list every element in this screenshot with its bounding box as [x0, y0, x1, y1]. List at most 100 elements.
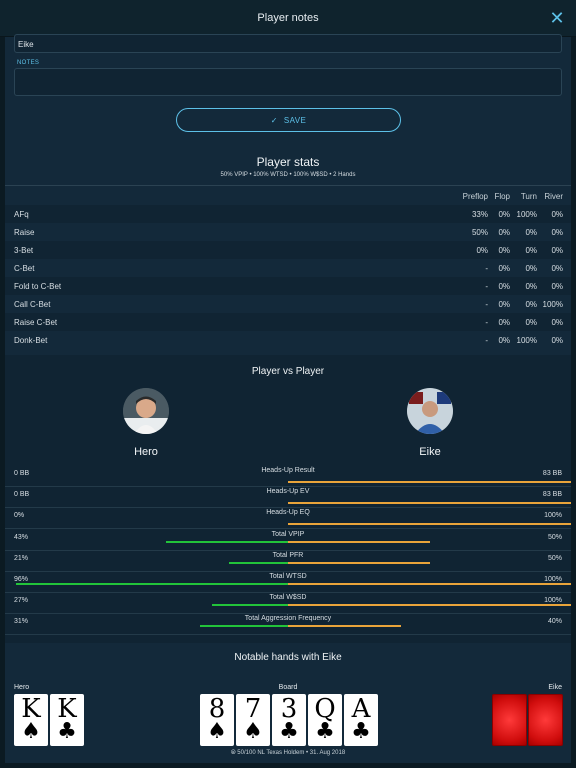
stats-row: Raise C-Bet - 0% 0% 0% — [5, 313, 571, 331]
stats-cell-preflop: - — [485, 318, 488, 327]
divider — [5, 486, 571, 487]
stats-cell-preflop: - — [485, 336, 488, 345]
hero-bar — [166, 540, 288, 543]
hero-card[interactable]: K ♣ — [50, 694, 84, 746]
board-label: Board — [278, 684, 298, 691]
villain-bar — [288, 604, 571, 607]
villain-card-back[interactable] — [528, 694, 563, 746]
card-suit-icon: ♣ — [315, 719, 335, 744]
hero-value: 43% — [14, 533, 29, 541]
player-vs-player-panel — [5, 355, 571, 643]
stats-table-header: Preflop Flop Turn River — [5, 187, 571, 205]
hero-value: 27% — [14, 597, 29, 605]
card-rank: Q — [314, 694, 336, 724]
villain-value: 100% — [544, 576, 562, 583]
hero-bar — [16, 583, 288, 585]
stats-cell-river: 0% — [551, 282, 563, 291]
close-icon[interactable]: ✕ — [549, 8, 565, 28]
page-title: Player notes — [257, 12, 319, 24]
player-name-field[interactable]: Eike — [14, 34, 562, 53]
stats-cell-preflop: - — [485, 264, 488, 273]
divider — [5, 613, 571, 615]
stats-cell-turn: 0% — [525, 264, 537, 273]
stats-cell-turn: 0% — [525, 318, 537, 327]
stats-row: C-Bet - 0% 0% 0% — [5, 259, 571, 277]
villain-bar — [288, 502, 571, 505]
stats-cell-river: 0% — [551, 210, 563, 219]
card-suit-icon: ♠ — [243, 719, 263, 744]
comparison-label: Total PFR — [272, 551, 304, 559]
comparison-row: 43% Total VPIP 50% — [5, 530, 571, 551]
stats-cell-preflop: 50% — [471, 228, 488, 237]
stats-row: Raise 50% 0% 0% 0% — [5, 223, 571, 241]
hero-bar — [200, 625, 288, 628]
hand-info[interactable]: ⦾ 50/100 NL Texas Holdem • 31. Aug 2018 — [230, 750, 346, 756]
board-card[interactable]: Q ♣ — [308, 694, 342, 746]
stats-cell-preflop: - — [485, 282, 488, 291]
board-card[interactable]: 7 ♠ — [236, 694, 270, 746]
notes-label: NOTES — [17, 60, 40, 66]
comparison-row: 0% Heads-Up EQ 100% — [5, 508, 571, 530]
stats-cell-label: Raise — [14, 228, 35, 237]
board-card[interactable]: 3 ♣ — [272, 694, 306, 746]
villain-hand-label: Eike — [548, 684, 562, 691]
card-suit-icon: ♣ — [57, 719, 77, 744]
hero-card[interactable]: K ♠ — [14, 694, 48, 746]
villain-value: 50% — [547, 533, 562, 541]
comparison-label: Total W$SD — [269, 594, 307, 602]
card-rank: K — [57, 694, 77, 724]
stats-cell-turn: 0% — [525, 300, 537, 309]
stats-cell-flop: 0% — [498, 318, 510, 327]
villain-card-back[interactable] — [492, 694, 527, 746]
hero-name: Hero — [134, 446, 158, 458]
divider — [5, 549, 571, 551]
comparison-row: 31% Total Aggression Frequency 40% — [5, 614, 571, 636]
villain-avatar — [407, 388, 453, 434]
stats-cell-preflop: 33% — [471, 210, 488, 219]
stats-cell-river: 0% — [551, 318, 563, 327]
stats-row: AFq 33% 0% 100% 0% — [5, 205, 571, 223]
board-card[interactable]: A ♣ — [344, 694, 378, 746]
notes-field[interactable] — [14, 68, 562, 96]
stats-cell-flop: 0% — [498, 228, 510, 237]
column-header-river: River — [544, 192, 563, 201]
stats-cell-flop: 0% — [498, 246, 510, 255]
card-rank: K — [21, 694, 41, 724]
hero-value: 96% — [14, 576, 29, 583]
card-suit-icon: ♠ — [21, 719, 41, 744]
card-suit-icon: ♠ — [207, 719, 227, 744]
divider — [5, 507, 571, 509]
stats-cell-label: Donk-Bet — [14, 336, 48, 345]
stats-cell-river: 100% — [542, 300, 563, 309]
card-rank: A — [351, 694, 371, 724]
stats-cell-flop: 0% — [498, 282, 510, 291]
notable-hands-title: Notable hands with Eike — [234, 652, 342, 663]
villain-value: 83 BB — [542, 470, 562, 477]
player-stats-summary: 50% VPIP • 100% WTSD • 100% W$SD • 2 Han… — [220, 172, 356, 178]
stats-row: 3-Bet 0% 0% 0% 0% — [5, 241, 571, 259]
card-rank: 8 — [208, 694, 226, 724]
stats-cell-preflop: - — [485, 300, 488, 309]
save-button[interactable]: ✓ SAVE — [176, 108, 401, 132]
hero-value: 0 BB — [14, 470, 30, 477]
stats-cell-river: 0% — [551, 228, 563, 237]
stats-cell-label: 3-Bet — [14, 246, 34, 255]
card-suit-icon: ♣ — [279, 719, 299, 744]
comparison-label: Total VPIP — [271, 530, 305, 538]
villain-bar — [288, 481, 571, 483]
stats-cell-label: Fold to C-Bet — [14, 282, 62, 291]
stats-cell-flop: 0% — [498, 264, 510, 273]
hero-value: 31% — [14, 618, 29, 626]
board-card[interactable]: 8 ♠ — [200, 694, 234, 746]
villain-value: 83 BB — [542, 491, 562, 499]
stats-cell-label: Call C-Bet — [14, 300, 51, 309]
hero-value: 0 BB — [14, 491, 30, 499]
column-header-flop: Flop — [494, 192, 510, 201]
comparison-row: 27% Total W$SD 100% — [5, 593, 571, 615]
comparison-label: Heads-Up EV — [266, 488, 310, 496]
column-header-turn: Turn — [520, 192, 537, 201]
comparison-row: 0 BB Heads-Up EV 83 BB — [5, 487, 571, 509]
stats-cell-turn: 100% — [516, 210, 537, 219]
stats-cell-flop: 0% — [498, 300, 510, 309]
stats-cell-label: C-Bet — [14, 264, 35, 273]
